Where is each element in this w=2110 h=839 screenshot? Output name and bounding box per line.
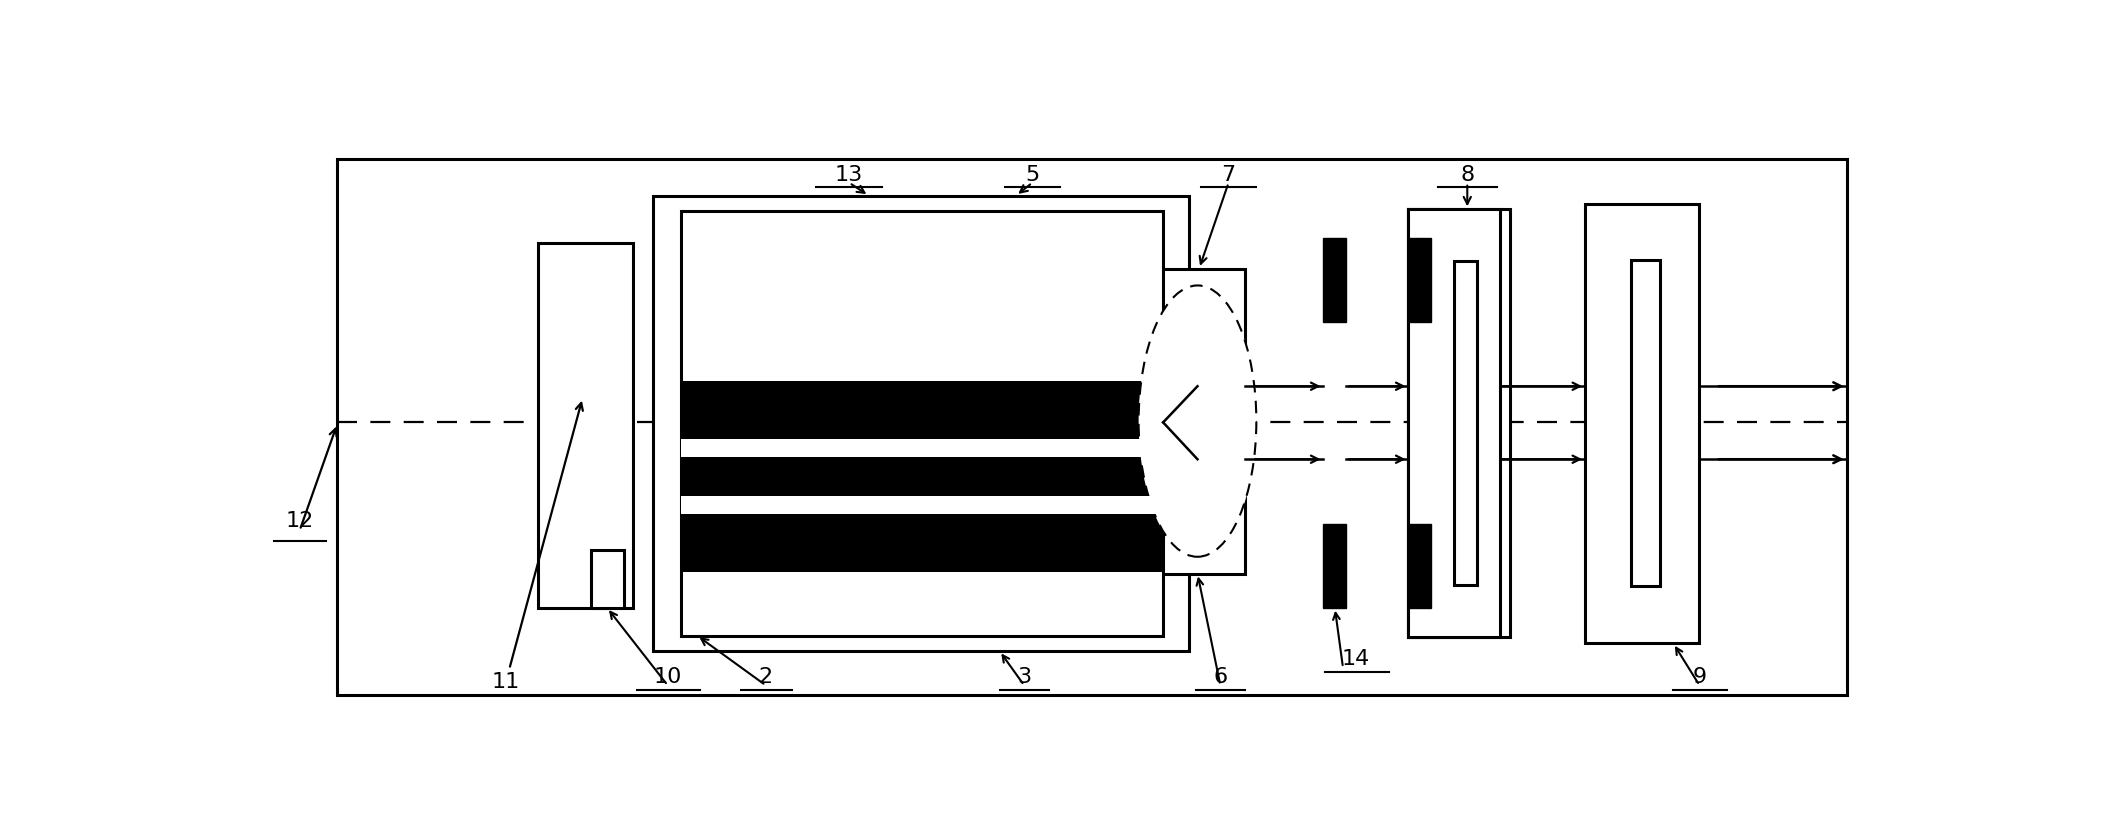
Text: 14: 14: [1342, 649, 1369, 670]
Bar: [1409, 237, 1431, 321]
Bar: [1585, 204, 1699, 644]
Bar: [682, 381, 1163, 439]
Bar: [682, 211, 1163, 636]
Text: 11: 11: [492, 403, 582, 692]
Text: 2: 2: [760, 667, 772, 687]
Text: 12: 12: [285, 511, 314, 530]
Ellipse shape: [1139, 285, 1255, 557]
Bar: [538, 242, 633, 607]
Bar: [1150, 268, 1245, 574]
Bar: [682, 514, 1163, 572]
Bar: [1409, 209, 1511, 637]
Bar: [682, 457, 1163, 496]
Bar: [682, 496, 1163, 514]
Bar: [1323, 237, 1346, 321]
Text: 8: 8: [1460, 165, 1475, 185]
Bar: [1454, 261, 1477, 586]
Bar: [1323, 524, 1346, 607]
Text: 6: 6: [1213, 667, 1228, 687]
Bar: [652, 195, 1190, 651]
Text: 15: 15: [798, 589, 823, 607]
Bar: [1409, 524, 1431, 607]
Bar: [1409, 209, 1500, 637]
Bar: [1631, 260, 1661, 586]
Bar: [682, 439, 1163, 457]
Text: 13: 13: [836, 165, 863, 185]
Text: 9: 9: [1692, 667, 1707, 687]
Text: 10: 10: [654, 667, 682, 687]
Text: 5: 5: [1025, 165, 1040, 185]
Bar: [338, 159, 1846, 695]
Text: 7: 7: [1222, 165, 1236, 185]
Bar: [1409, 209, 1437, 637]
Bar: [591, 550, 622, 607]
Text: 3: 3: [1017, 667, 1032, 687]
Text: 16: 16: [717, 589, 743, 607]
Text: 16': 16': [760, 340, 791, 359]
